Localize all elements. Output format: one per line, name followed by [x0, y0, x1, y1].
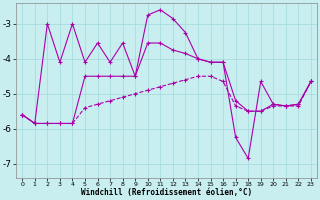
X-axis label: Windchill (Refroidissement éolien,°C): Windchill (Refroidissement éolien,°C) — [81, 188, 252, 197]
